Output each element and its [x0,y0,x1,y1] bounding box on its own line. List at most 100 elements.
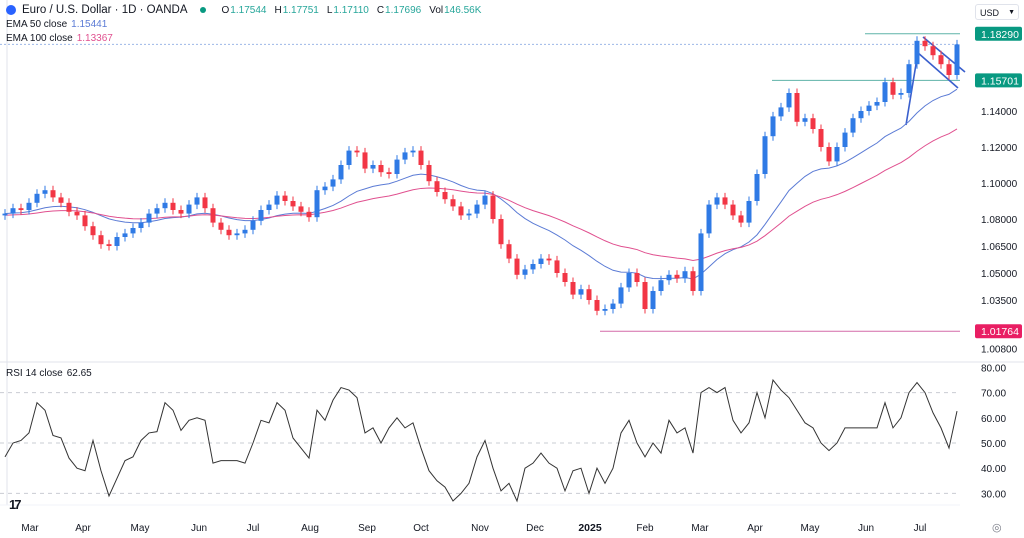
candle [698,228,704,296]
candle-body [922,40,928,47]
candle-body [410,150,416,153]
candle [282,191,288,206]
candle [714,192,720,210]
low-label: L [326,4,333,16]
candle [682,266,688,283]
candle [658,275,664,296]
tradingview-logo[interactable]: 17 [9,497,22,512]
candle-body [634,273,640,282]
candle [346,146,352,170]
candle-body [370,165,376,169]
close-label: C [376,4,385,16]
price-axis-label: 1.14000 [981,107,1018,118]
candle [634,268,640,287]
candle [202,192,208,213]
candle [170,198,176,215]
candle-body [146,213,152,223]
candle [538,254,544,269]
time-axis-label: May [131,523,150,534]
candle-body [570,282,576,295]
candle [298,201,304,217]
rsi-axis-label: 50.00 [981,439,1006,450]
rsi-legend[interactable]: RSI 14 close 62.65 [6,368,92,379]
price-axis-label: 1.08000 [981,215,1018,226]
candle-body [818,129,824,147]
candle-body [874,102,880,106]
candle-body [98,235,104,245]
candle [618,282,624,309]
flag-lower-line[interactable] [916,51,959,89]
candle [266,200,272,215]
candle [730,200,736,220]
candle [858,106,864,123]
candle [690,266,696,296]
price-axis-label: 1.05000 [981,269,1018,280]
candle [234,228,240,240]
ema50-legend[interactable]: EMA 50 close 1.15441 [6,19,107,30]
time-axis-label: Jun [191,523,207,534]
candle [626,268,632,292]
time-axis-label: Jun [858,523,874,534]
candle [226,225,232,240]
candle-body [482,195,488,205]
ema100-label: EMA 100 close [6,33,73,44]
candle-body [498,219,504,245]
candle-body [954,44,960,75]
candle [90,221,96,240]
candle-body [722,197,728,205]
candle-body [242,229,248,234]
volume-label: Vol [429,4,444,16]
candle [58,192,64,208]
ohlc-close: C1.17696 [377,5,421,16]
gear-icon[interactable]: ◎ [992,522,1002,534]
time-axis-label: Apr [747,523,763,534]
candle [10,203,16,219]
candle [914,36,920,69]
candle [706,200,712,238]
price-tag-label: 1.01764 [981,326,1019,338]
symbol-title[interactable]: Euro / U.S. Dollar · 1D · OANDA [22,4,188,16]
euro-dollar-flag-icon [6,5,16,15]
candle [602,304,608,316]
candle-body [274,195,280,205]
candle-body [826,147,832,162]
candle [114,232,120,251]
currency-value: USD [980,8,1000,18]
candle [154,203,160,219]
candle [890,77,896,100]
candle-body [306,211,312,218]
candle-body [90,226,96,236]
candle [490,191,496,224]
candle-body [834,147,840,162]
candle [434,176,440,197]
candle-body [66,202,72,212]
candle-body [530,264,536,270]
time-axis-label: Feb [636,523,654,534]
rsi-label: RSI 14 close [6,368,63,379]
candle [530,259,536,274]
candle [882,77,888,107]
candle-body [226,229,232,236]
candle-body [578,289,584,295]
time-axis-label: Nov [471,523,489,534]
symbol-legend[interactable]: Euro / U.S. Dollar · 1D · OANDA O1.17544… [6,4,485,16]
currency-select[interactable]: USD ▼ [975,4,1019,20]
candle-body [250,220,256,230]
ema100-legend[interactable]: EMA 100 close 1.13367 [6,33,113,44]
candle-body [130,228,136,234]
candle [42,185,48,199]
candle [754,169,760,206]
time-axis-label: Sep [358,523,376,534]
candle [338,160,344,184]
rsi-axis-label: 30.00 [981,489,1006,500]
candle [218,218,224,235]
candle-body [554,260,560,273]
candle [594,295,600,316]
price-tag-label: 1.18290 [981,29,1019,41]
time-axis-label: Aug [301,523,319,534]
candle [386,167,392,179]
candle [898,88,904,100]
candle [610,299,616,314]
candle-body [202,197,208,209]
